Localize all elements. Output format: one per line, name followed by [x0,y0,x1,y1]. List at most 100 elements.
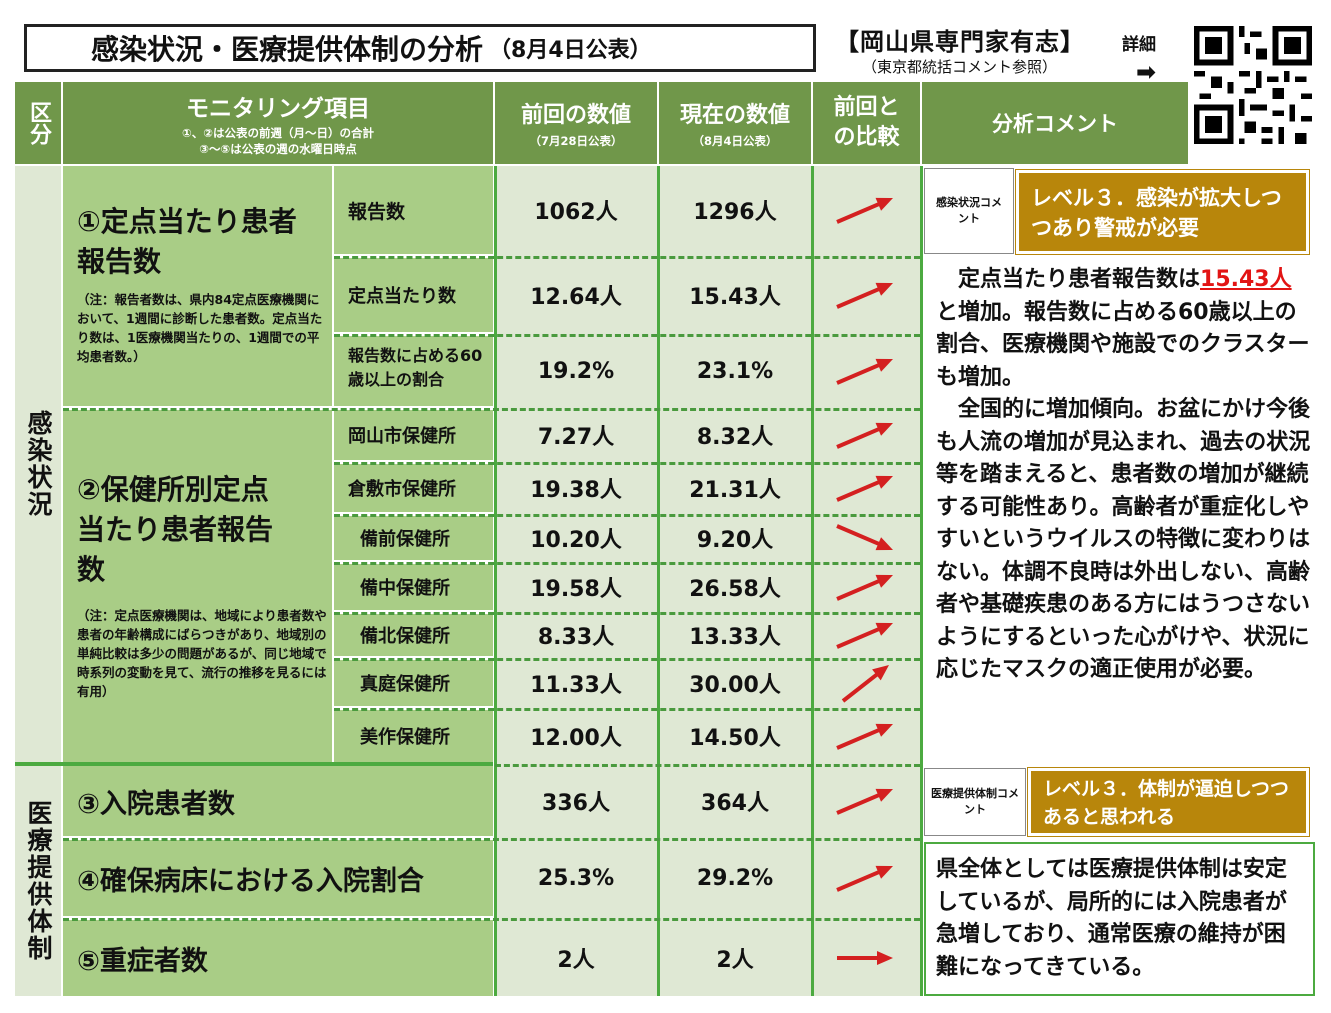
section-medical-text: 医療提供体制 [24,800,53,962]
prev-value: 25.3% [537,865,615,891]
prev-value: 8.33人 [537,625,615,650]
arrow-up-right-icon [841,665,889,703]
curr-value: 1296人 [693,200,777,225]
row-label-4: 倉敷市保健所 [334,464,493,512]
infection-comment-label-box: 感染状況コメント [924,168,1014,254]
header-item-note2: ③～⑤は公表の週の水曜日時点 [199,142,357,156]
prev-value: 10.20人 [530,528,622,553]
curr-value: 14.50人 [689,726,781,751]
title-box: 感染状況・医療提供体制の分析 （8月4日公表） [24,24,816,72]
header-curr: 現在の数値 （8月4日公表） [659,82,811,164]
curr-value: 13.33人 [689,625,781,650]
group2-note: （注：定点医療機関は、地域により患者数や患者の年齢構成にばらつきがあり、地域別の… [77,608,327,699]
row-label-3: 岡山市保健所 [334,410,493,460]
header-curr-title: 現在の数値 [679,103,790,128]
group2-title: ②保健所別定点当たり患者報告数 [77,473,274,586]
prev-value: 336人 [542,791,610,816]
medical-comment-box [924,842,1315,996]
row-sep [334,562,920,565]
curr-value: 30.00人 [689,673,781,698]
arrow-right-icon: ➡ [1136,58,1157,86]
arrow-up-right-icon [836,865,893,892]
section-divider [15,762,493,766]
section-medical: 医療提供体制 [15,766,61,996]
row-sep [63,838,920,841]
row-label-5: 備前保健所 [334,516,493,560]
curr-value: 364人 [701,791,769,816]
curr-value: 9.20人 [696,528,774,553]
vline-4 [920,166,923,996]
arrow-up-right-icon [836,197,893,224]
row-sep [63,918,920,921]
row-sep [334,612,920,615]
row-label-2: 報告数に占める60歳以上の割合 [334,336,493,406]
prev-value: 7.27人 [537,425,615,450]
header-item-note1: ①、②は公表の前週（月～日）の合計 [182,126,374,140]
curr-value: 23.1% [696,358,774,384]
vline-1 [494,166,497,996]
medical-comment-label-box: 医療提供体制コメント [924,768,1026,836]
prev-value: 19.58人 [530,577,622,602]
header-category: 区分 [15,82,61,164]
prev-value: 12.00人 [530,726,622,751]
arrow-up-right-icon [836,788,893,815]
header-curr-date: （8月4日公表） [692,134,778,148]
row-sep [334,514,920,517]
prev-column [495,166,657,996]
curr-column [659,166,811,996]
row-label-9: 美作保健所 [334,710,493,762]
arrow-up-right-icon [836,723,893,750]
prev-value: 12.64人 [530,285,622,310]
medical-comment-text: 県全体としては医療提供体制は安定しているが、局所的には入院患者が急増しており、通… [936,857,1287,980]
row-label-10: ③入院患者数 [63,766,493,836]
row-label-1: 定点当たり数 [334,258,493,332]
row-label-12: ⑤重症者数 [63,920,493,996]
group1-title: ①定点当たり患者報告数 [77,205,297,278]
row-sep [334,334,920,337]
page-title: 感染状況・医療提供体制の分析 [91,33,484,66]
experts-label: 【岡山県専門家有志】 [835,28,1085,56]
curr-value: 26.58人 [689,577,781,602]
group1-note: （注：報告者数は、県内84定点医療機関において、1週間に診断した患者数。定点当た… [77,292,323,364]
medical-level-badge: レベル３．体制が逼迫しつつあると思われる [1027,767,1310,837]
row-sep [334,462,920,465]
header-item: モニタリング項目 ①、②は公表の前週（月～日）の合計 ③～⑤は公表の週の水曜日時… [63,82,493,164]
row-label-8: 真庭保健所 [334,660,493,706]
infection-comment-label: 感染状況コメント [936,196,1002,225]
header-category-text: 区分 [26,101,51,145]
publish-date: （8月4日公表） [489,38,652,63]
header-compare: 前回との比較 [813,82,920,164]
arrow-up-right-icon [836,475,893,502]
curr-value: 2人 [716,948,754,973]
arrow-up-right-icon [836,422,893,449]
compare-column [813,166,920,996]
row-sep [334,658,920,661]
curr-value: 15.43人 [689,285,781,310]
infection-level-badge: レベル３．感染が拡大しつつあり警戒が必要 [1015,169,1310,255]
row-label-6: 備中保健所 [334,564,493,610]
prev-value: 11.33人 [530,673,622,698]
section-infection-text: 感染状況 [24,410,53,518]
prev-value: 19.38人 [530,478,622,503]
row-label-7: 備北保健所 [334,614,493,656]
prev-value: 2人 [557,948,595,973]
infection-comment-a: 定点当たり患者報告数は [936,267,1201,292]
medical-comment-label: 医療提供体制コメント [931,787,1019,816]
row-sep [495,764,920,767]
curr-value: 8.32人 [696,425,774,450]
row-sep [334,256,920,259]
row-label-0: 報告数 [334,166,493,254]
arrow-up-right-icon [836,622,893,649]
curr-value: 21.31人 [689,478,781,503]
row-sep [63,408,920,411]
arrow-up-right-icon [836,358,893,385]
header-item-title: モニタリング項目 [186,96,370,122]
arrow-down-right-icon [836,524,893,551]
qr-code-icon[interactable] [1193,26,1313,144]
prev-value: 1062人 [534,200,618,225]
header-prev-title: 前回の数値 [520,103,631,128]
detail-label[interactable]: 詳細 [1122,35,1156,55]
row-sep [334,708,920,711]
group1-block: ①定点当たり患者報告数 （注：報告者数は、県内84定点医療機関において、1週間に… [63,166,332,406]
vline-3 [811,166,814,996]
